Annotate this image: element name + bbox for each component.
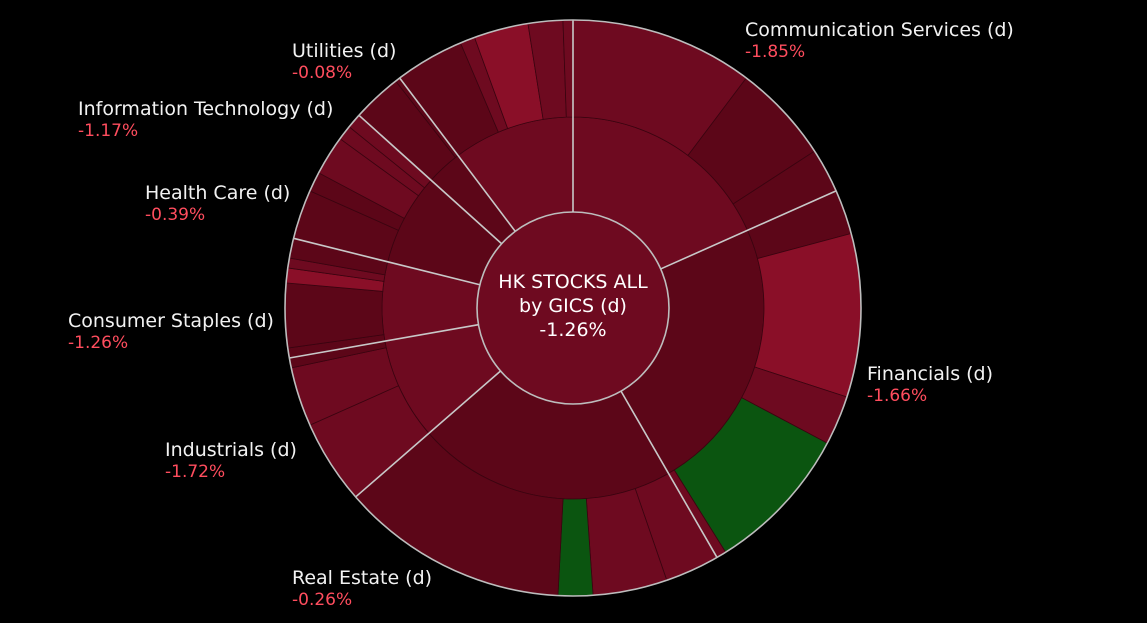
sector-name: Consumer Staples (d) — [68, 310, 274, 332]
sector-change: -0.26% — [292, 590, 353, 610]
sector-name: Information Technology (d) — [78, 98, 334, 120]
sector-separator-2 — [620, 390, 718, 558]
sector-change: -1.85% — [745, 42, 806, 62]
chart-title: HK STOCKS ALL — [498, 271, 648, 293]
sector-name: Real Estate (d) — [292, 567, 433, 589]
sector-change: -1.66% — [867, 386, 928, 406]
sector-label-financials[interactable]: Financials (d) -1.66% — [867, 363, 993, 407]
sector-change: -0.39% — [145, 205, 206, 225]
sector-label-communication-services[interactable]: Communication Services (d) -1.85% — [745, 19, 1014, 63]
sector-label-real-estate[interactable]: Real Estate (d) -0.26% — [292, 567, 432, 611]
sector-change: -1.17% — [78, 121, 139, 141]
center-label: HK STOCKS ALL by GICS (d) -1.26% — [473, 270, 673, 342]
sector-separator-7 — [399, 77, 516, 232]
sector-separator-1 — [660, 190, 837, 270]
sector-name: Communication Services (d) — [745, 19, 1014, 41]
sector-name: Health Care (d) — [145, 182, 291, 204]
sector-change: -1.26% — [68, 333, 129, 353]
sector-label-industrials[interactable]: Industrials (d) -1.72% — [165, 439, 297, 483]
sector-separator-3 — [355, 370, 502, 498]
sector-separator-5 — [293, 237, 481, 286]
outer-border — [284, 19, 862, 597]
sector-separator-4 — [289, 323, 479, 359]
total-change: -1.26% — [539, 319, 607, 341]
sector-change: -0.08% — [292, 63, 353, 83]
sector-name: Financials (d) — [867, 363, 994, 385]
sector-label-information-technology[interactable]: Information Technology (d) -1.17% — [78, 98, 333, 142]
sector-name: Utilities (d) — [292, 40, 397, 62]
sector-change: -1.72% — [165, 462, 226, 482]
chart-subtitle: by GICS (d) — [519, 295, 627, 317]
sector-label-consumer-staples[interactable]: Consumer Staples (d) -1.26% — [68, 310, 274, 354]
sector-separator-6 — [358, 114, 503, 245]
sector-label-health-care[interactable]: Health Care (d) -0.39% — [145, 182, 290, 226]
sector-name: Industrials (d) — [165, 439, 297, 461]
sector-label-utilities[interactable]: Utilities (d) -0.08% — [292, 40, 396, 84]
